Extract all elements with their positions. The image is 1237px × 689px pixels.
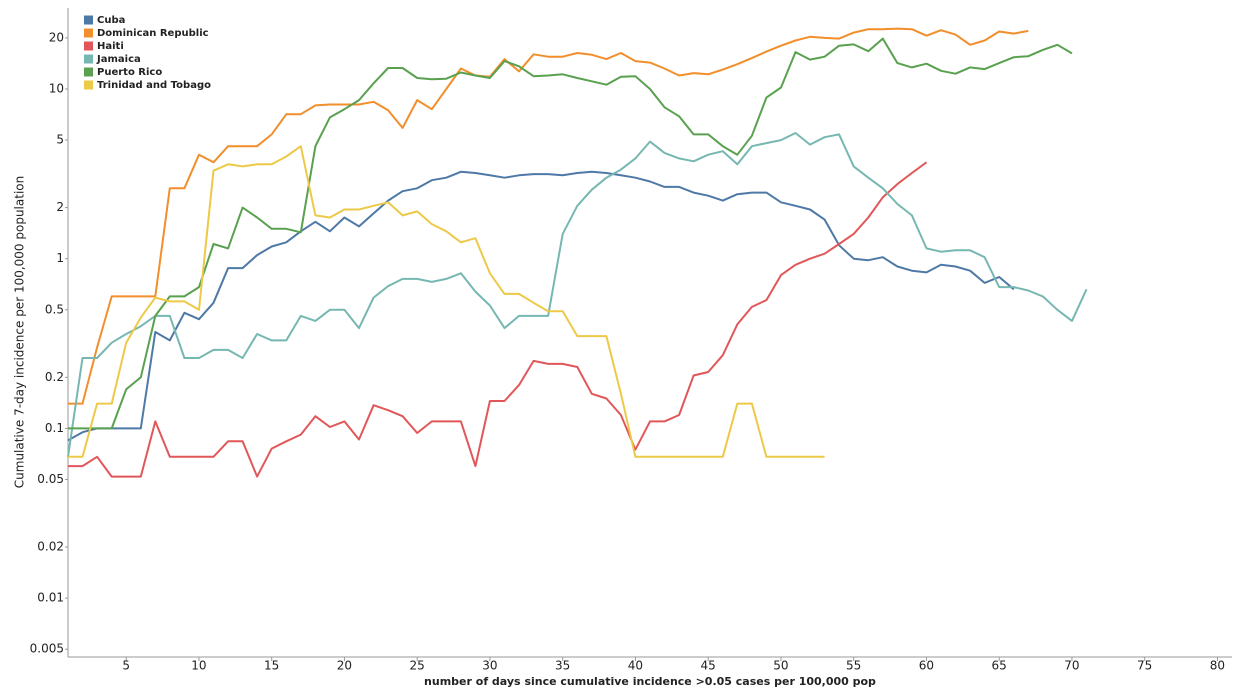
y-tick-label: 10: [49, 81, 64, 95]
series-line: [67, 132, 1088, 457]
x-tick-label: 30: [482, 659, 497, 673]
x-tick-label: 70: [1064, 659, 1079, 673]
x-tick-label: 15: [264, 659, 279, 673]
legend-label: Cuba: [97, 15, 125, 26]
x-tick-label: 20: [337, 659, 352, 673]
y-tick-label: 0.005: [30, 642, 64, 656]
legend-label: Dominican Republic: [97, 28, 209, 39]
legend-swatch: [84, 80, 93, 90]
y-tick-label: 0.1: [45, 421, 64, 435]
y-tick-label: 20: [49, 30, 64, 44]
x-tick-label: 10: [191, 659, 206, 673]
series-line: [67, 170, 1015, 442]
x-tick-label: 50: [773, 659, 788, 673]
y-tick-label: 1: [56, 251, 64, 265]
series-line: [68, 37, 1073, 430]
x-axis-label: number of days since cumulative incidenc…: [424, 675, 876, 688]
x-tick-label: 40: [628, 659, 643, 673]
y-tick-label: 0.5: [45, 302, 64, 316]
x-tick-label: 25: [410, 659, 425, 673]
y-tick-label: 5: [56, 133, 64, 147]
legend-swatch: [84, 54, 93, 64]
legend-swatch: [84, 15, 93, 25]
x-tick-label: 60: [919, 659, 934, 673]
legend-label: Jamaica: [96, 54, 141, 65]
y-tick-label: 2: [56, 200, 64, 214]
x-tick-label: 55: [846, 659, 861, 673]
legend-swatch: [84, 67, 93, 77]
legend-label: Puerto Rico: [97, 67, 162, 78]
x-tick-label: 80: [1210, 659, 1225, 673]
series-line: [68, 145, 825, 458]
x-tick-label: 5: [122, 659, 130, 673]
x-tick-label: 35: [555, 659, 570, 673]
y-tick-label: 0.02: [37, 540, 64, 554]
legend-label: Trinidad and Tobago: [97, 80, 211, 91]
legend-label: Haiti: [97, 41, 124, 52]
x-tick-label: 75: [1137, 659, 1152, 673]
y-tick-label: 0.2: [45, 370, 64, 384]
series-line: [68, 27, 1029, 405]
y-tick-label: 0.05: [37, 472, 64, 486]
y-axis-label: Cumulative 7-day incidence per 100,000 p…: [13, 176, 27, 488]
series-line: [68, 161, 928, 478]
legend-swatch: [84, 28, 93, 38]
legend-swatch: [84, 41, 93, 51]
x-tick-label: 65: [992, 659, 1007, 673]
y-tick-label: 0.01: [37, 591, 64, 605]
x-tick-label: 45: [701, 659, 716, 673]
